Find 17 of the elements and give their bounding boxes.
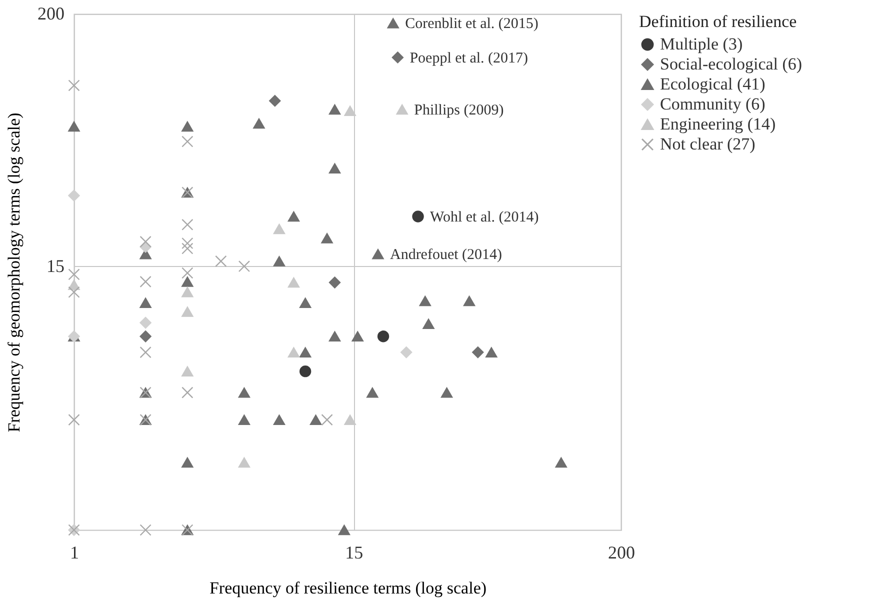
legend-label: Ecological (41) (660, 74, 766, 94)
legend-label: Social-ecological (6) (660, 54, 802, 74)
x-axis-title: Frequency of resilience terms (log scale) (209, 578, 487, 598)
annotation: Wohl et al. (2014) (430, 210, 539, 226)
annotation: Corenblit et al. (2015) (405, 16, 538, 32)
annotation: Poeppl et al. (2017) (410, 50, 528, 66)
legend-label: Community (6) (660, 94, 766, 114)
legend-label: Not clear (27) (660, 134, 756, 154)
legend-label: Engineering (14) (660, 114, 776, 134)
legend-label: Multiple (3) (660, 34, 743, 54)
annotation: Andrefouet (2014) (390, 247, 502, 264)
legend-title: Definition of resilience (639, 12, 797, 31)
x-tick-label: 1 (70, 542, 79, 562)
x-tick-label: 200 (608, 542, 635, 562)
x-tick-label: 15 (345, 542, 364, 562)
y-axis-title: Frequency of geomorphology terms (log scale) (4, 112, 24, 432)
annotation: Phillips (2009) (414, 102, 504, 119)
